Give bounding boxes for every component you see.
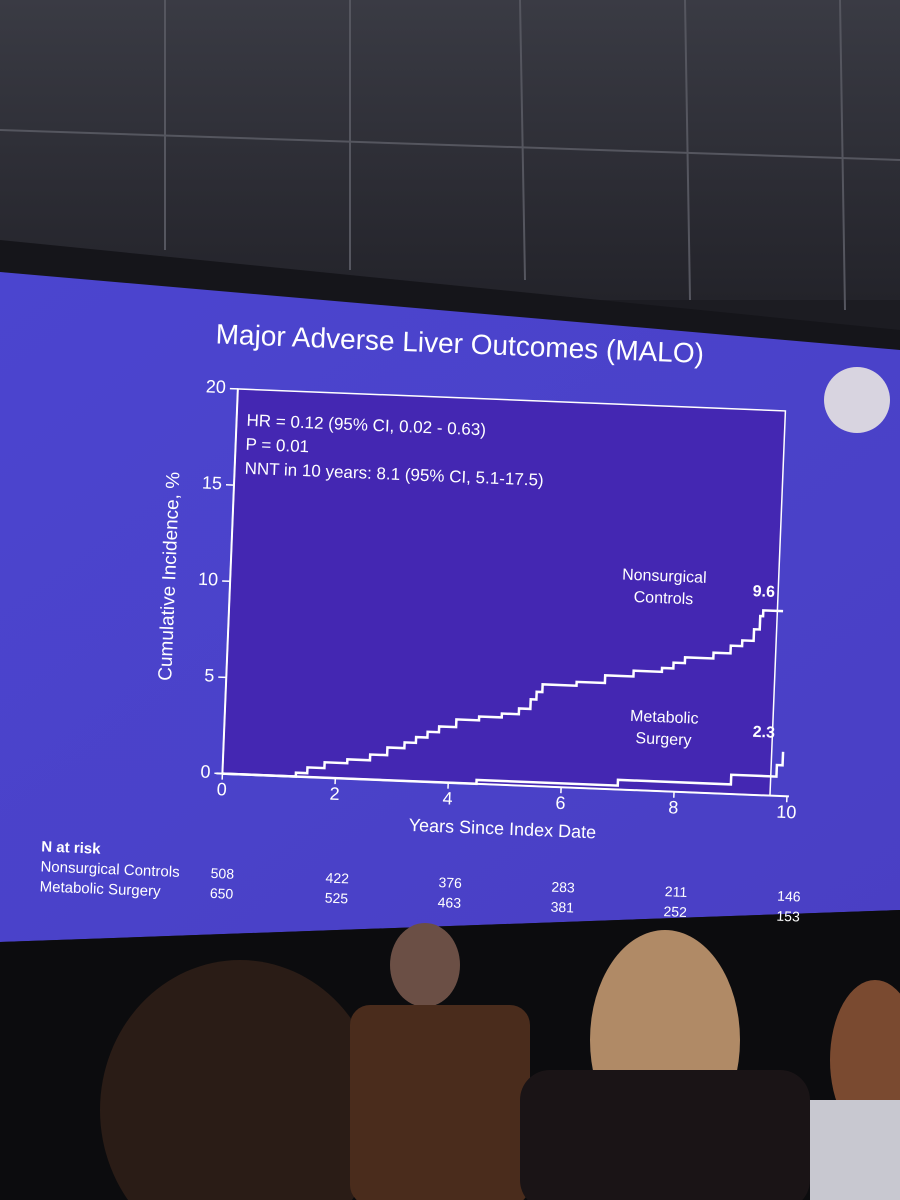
risk-count: 153 <box>776 908 800 925</box>
series-label-box: Metabolic Surgery <box>629 707 699 750</box>
risk-title: N at risk <box>41 838 101 857</box>
risk-count: 211 <box>665 883 688 900</box>
x-tick-label: 10 <box>776 802 797 823</box>
risk-count: 422 <box>325 870 349 887</box>
y-tick-label: 20 <box>205 376 226 397</box>
risk-count: 463 <box>437 894 461 911</box>
screen-frame <box>0 240 900 360</box>
series-label: Nonsurgical Controls <box>621 566 707 609</box>
risk-count: 376 <box>438 874 462 891</box>
x-tick-label: 4 <box>442 788 453 808</box>
y-tick-label: 10 <box>198 569 219 590</box>
risk-count: 146 <box>777 888 801 905</box>
risk-count: 508 <box>210 865 234 882</box>
series-label-box: Nonsurgical Controls <box>621 566 707 609</box>
risk-row-label: Metabolic Surgery <box>39 878 161 900</box>
y-tick-label: 15 <box>202 473 223 494</box>
x-tick-label: 0 <box>216 779 227 799</box>
risk-count: 650 <box>210 885 234 902</box>
series-label: Metabolic Surgery <box>629 707 699 750</box>
end-value-label: 9.6 <box>752 583 775 601</box>
y-tick-label: 5 <box>204 665 215 685</box>
chart: Major Adverse Liver Outcomes (MALO) Cumu… <box>39 318 801 925</box>
risk-row-label: Nonsurgical Controls <box>40 858 180 881</box>
risk-count: 381 <box>550 899 574 916</box>
risk-count: 252 <box>663 903 687 920</box>
x-tick-label: 6 <box>555 793 566 813</box>
risk-count: 283 <box>551 879 575 896</box>
y-tick-label: 0 <box>200 761 211 781</box>
speaker-photo <box>824 367 890 433</box>
km-curve <box>222 751 785 787</box>
ceiling <box>0 0 900 300</box>
end-value-label: 2.3 <box>752 724 775 742</box>
x-tick-label: 2 <box>329 784 340 804</box>
audience <box>100 923 900 1200</box>
x-tick-label: 8 <box>668 797 679 817</box>
km-curve <box>222 609 784 778</box>
ceiling-grid <box>0 0 900 311</box>
risk-count: 525 <box>325 890 349 907</box>
annotation: P = 0.01 <box>245 435 309 457</box>
